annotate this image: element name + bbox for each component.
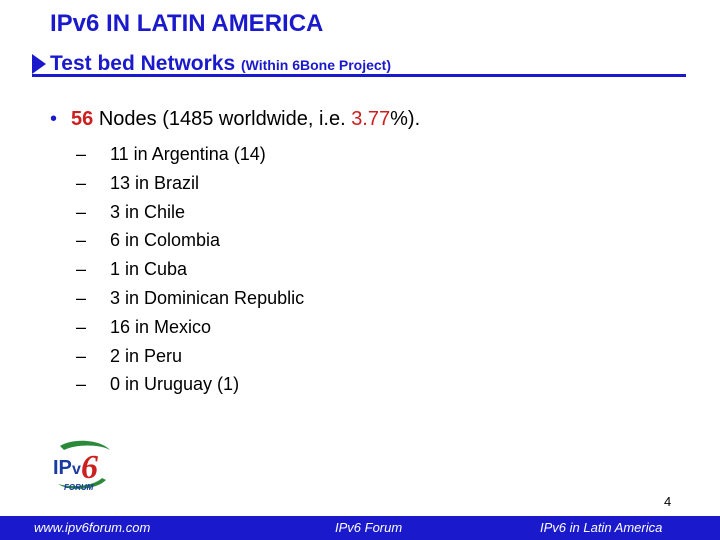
dash-icon: –: [76, 287, 87, 308]
country-entry: 2 in Peru: [110, 345, 183, 366]
country-entry: 1 in Cuba: [110, 259, 188, 280]
slide-title: IPv6 IN LATIN AMERICA: [50, 10, 324, 37]
dash-icon: –: [76, 172, 87, 193]
dash-icon: –: [76, 201, 87, 222]
list-item: – 16 in Mexico: [76, 313, 304, 342]
percent-value: 3.77: [351, 108, 391, 130]
footer-bar: www.ipv6forum.com IPv6 Forum IPv6 in Lat…: [0, 516, 720, 540]
list-item: – 11 in Argentina (14): [76, 140, 304, 169]
country-entry: 3 in Dominican Republic: [110, 287, 305, 308]
footer-topic: IPv6 in Latin America: [540, 520, 663, 535]
svg-text:IP: IP: [53, 457, 72, 479]
svg-text:v: v: [72, 461, 81, 478]
svg-text:FORUM: FORUM: [64, 483, 94, 492]
list-item: – 1 in Cuba: [76, 255, 304, 284]
dash-icon: –: [76, 259, 87, 280]
list-item: – 3 in Chile: [76, 198, 304, 227]
list-item: – 3 in Dominican Republic: [76, 284, 304, 313]
bullet-text-a: Nodes (1485 worldwide, i.e.: [93, 108, 352, 130]
bullet-dot-icon: •: [50, 108, 58, 130]
list-item: – 2 in Peru: [76, 342, 304, 371]
list-item: – 6 in Colombia: [76, 226, 304, 255]
dash-icon: –: [76, 316, 87, 337]
dash-icon: –: [76, 230, 87, 251]
list-item: – 13 in Brazil: [76, 169, 304, 198]
country-entry: 0 in Uruguay (1): [110, 374, 240, 395]
country-entry: 13 in Brazil: [110, 172, 200, 193]
ipv6-forum-logo: IP v 6 FORUM: [53, 440, 110, 492]
subtitle-row: Test bed Networks (Within 6Bone Project): [32, 52, 686, 76]
country-entry: 3 in Chile: [110, 201, 186, 222]
country-entry: 16 in Mexico: [110, 316, 212, 337]
slide-subtitle: Test bed Networks (Within 6Bone Project): [50, 52, 391, 76]
node-count: 56: [71, 108, 94, 130]
list-item: – 0 in Uruguay (1): [76, 370, 304, 399]
dash-icon: –: [76, 144, 87, 164]
page-number: 4: [664, 494, 672, 509]
svg-text:6: 6: [81, 449, 98, 486]
triangle-bullet-icon: [32, 54, 46, 74]
footer-website: www.ipv6forum.com: [34, 520, 151, 535]
subtitle-main: Test bed Networks: [50, 52, 236, 75]
country-entry: 6 in Colombia: [110, 230, 221, 251]
bullet-text-b: %).: [390, 108, 421, 130]
dash-icon: –: [76, 345, 87, 366]
title-underline: [32, 74, 686, 77]
subtitle-note: (Within 6Bone Project): [241, 57, 391, 73]
main-bullet: • 56 Nodes (1485 worldwide, i.e. 3.77%).: [50, 108, 420, 131]
dash-icon: –: [76, 374, 87, 395]
country-entry: 11 in Argentina (14): [110, 144, 266, 164]
country-list: – 11 in Argentina (14) – 13 in Brazil – 3 i…: [76, 140, 304, 399]
footer-org: IPv6 Forum: [335, 520, 403, 535]
